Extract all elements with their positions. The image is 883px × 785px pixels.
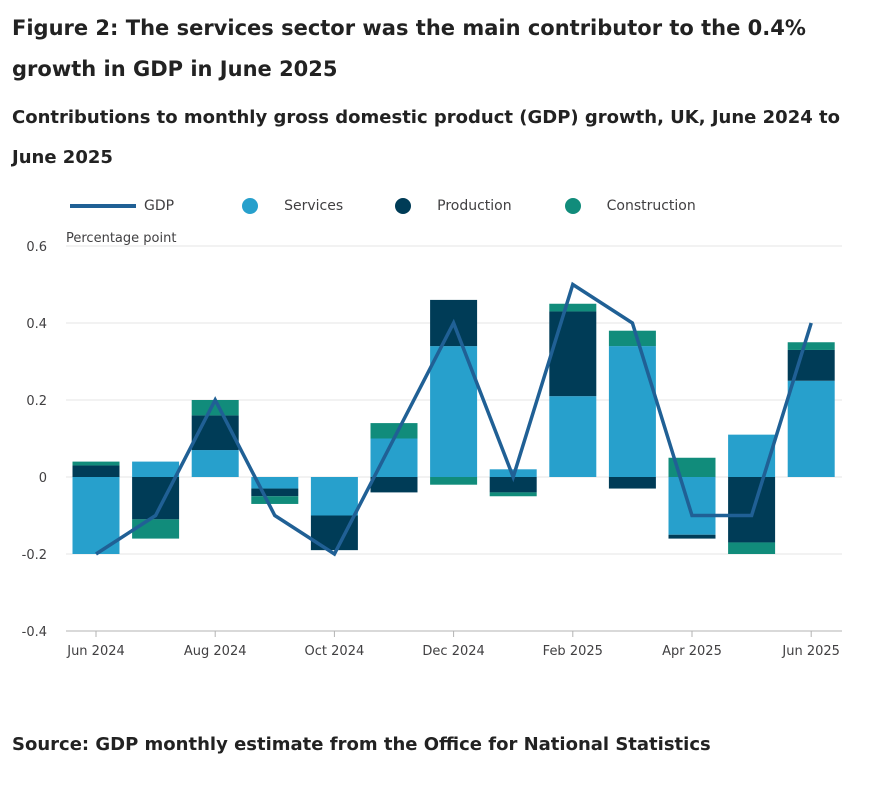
bar-construction-jan-2025 [489,492,537,497]
legend-label-gdp: GDP [144,198,175,214]
figure-subtitle: Contributions to monthly gross domestic … [12,107,840,168]
legend-item-production: Production [395,198,512,214]
legend-item-construction: Construction [564,198,696,214]
legend-swatch-construction [564,198,581,214]
y-tick-label: -0.4 [22,625,47,640]
bar-construction-dec-2024 [430,477,478,485]
bar-services-sep-2024 [251,477,299,489]
x-tick-label: Jun 2025 [781,644,840,659]
y-axis-label: Percentage point [66,231,176,246]
bar-services-jul-2024 [132,461,180,477]
contributions-chart: -0.4 -0.2 0 0.2 0.4 0.6 Percentage point Jun 20… [22,231,842,659]
bar-services-aug-2024 [191,450,239,477]
bar-services-oct-2024 [310,477,358,516]
gdp-line [95,281,813,557]
figure-source: Source: GDP monthly estimate from the Of… [12,734,711,755]
bar-services-mar-2025 [608,346,656,477]
bar-production-feb-2025 [549,311,597,397]
y-tick-label: 0.2 [26,394,47,409]
bar-construction-jun-2024 [72,461,120,466]
y-tick-label: 0 [39,471,47,486]
x-tick-label: Jun 2024 [66,644,125,659]
y-tick-label: 0.6 [26,240,47,255]
bar-construction-mar-2025 [608,330,656,347]
chart-legend: GDP Services Production Construction [70,194,696,218]
bar-construction-nov-2024 [370,423,418,439]
bar-production-jan-2025 [489,477,537,493]
legend-item-gdp: GDP [70,198,174,214]
bar-construction-jul-2024 [132,519,180,539]
x-tick-label: Aug 2024 [184,644,247,659]
bar-construction-feb-2025 [549,303,597,312]
bar-production-nov-2024 [370,477,418,493]
bar-production-apr-2025 [668,534,716,539]
bar-construction-sep-2024 [251,496,299,504]
bar-services-apr-2025 [668,477,716,535]
legend-swatch-production [395,198,412,214]
bar-services-jun-2024 [72,477,120,554]
y-tick-label: 0.4 [26,317,47,332]
bar-services-feb-2025 [549,396,597,477]
bar-production-jun-2024 [72,465,120,477]
legend-label-services: Services [284,198,344,214]
bar-production-mar-2025 [608,477,656,489]
legend-item-services: Services [242,198,343,214]
legend-label-production: Production [437,198,512,214]
figure-title: Figure 2: The services sector was the ma… [12,16,806,81]
x-tick-label: Apr 2025 [662,644,722,659]
bar-services-jun-2025 [787,380,835,477]
bar-services-may-2025 [728,434,776,477]
x-tick-label: Feb 2025 [543,644,603,659]
legend-swatch-services [242,198,259,214]
bar-construction-jun-2025 [787,342,835,350]
bar-production-sep-2024 [251,488,299,497]
x-tick-label: Dec 2024 [422,644,484,659]
x-tick-label: Oct 2024 [305,644,365,659]
bar-construction-aug-2024 [191,400,239,416]
legend-label-construction: Construction [606,198,696,214]
legend-swatch-gdp-line [70,204,136,208]
y-tick-label: -0.2 [22,548,47,563]
bar-construction-may-2025 [728,542,776,554]
